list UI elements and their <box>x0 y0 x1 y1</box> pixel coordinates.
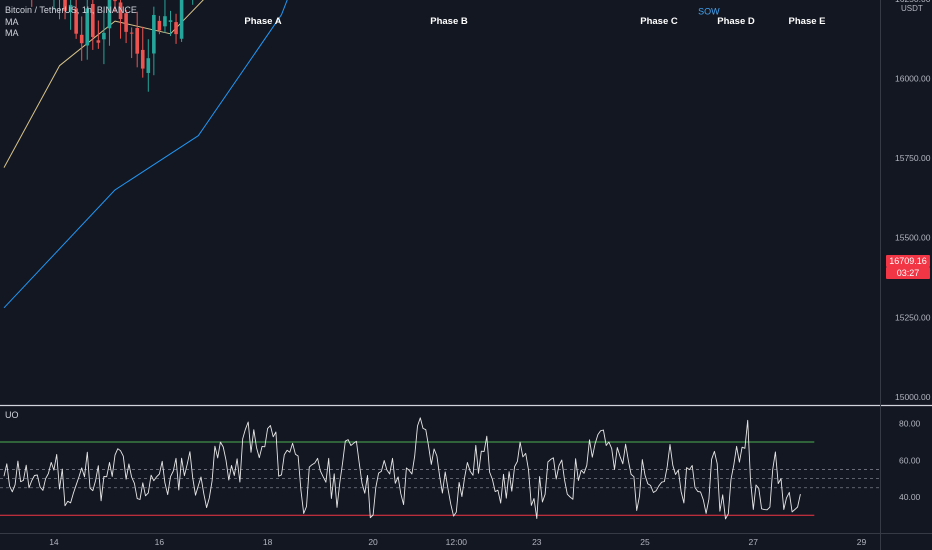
candle-body <box>157 20 162 31</box>
time-tick-label: 27 <box>749 537 759 547</box>
price-tick-label: 16000.00 <box>895 73 931 83</box>
candle-body <box>135 28 139 54</box>
phase-label: Phase A <box>244 16 281 27</box>
time-tick-label: 12:00 <box>446 537 468 547</box>
candle-body <box>96 40 101 43</box>
candle-body <box>91 4 95 37</box>
candle-body <box>146 58 151 73</box>
candle-body <box>140 49 145 69</box>
phase-label: Phase D <box>717 16 755 27</box>
phase-label: Phase C <box>640 16 678 27</box>
uo-tick-label: 40.00 <box>899 492 921 502</box>
candle-body <box>124 13 128 32</box>
time-tick-label: 14 <box>49 537 59 547</box>
candle-body <box>152 14 156 54</box>
phase-label: Phase B <box>430 16 468 27</box>
ma-slow-line <box>3 0 288 309</box>
ma-fast-legend: MA <box>5 17 19 27</box>
uo-line <box>3 417 801 520</box>
candle-body <box>113 0 117 2</box>
candle-body <box>174 22 178 35</box>
candle-body <box>129 32 134 34</box>
price-tick-label: 15750.00 <box>895 153 931 163</box>
candle-body <box>63 0 67 11</box>
symbol-title: Bitcoin / TetherUS, 1h, BINANCE <box>5 5 137 15</box>
time-tick-label: 29 <box>857 537 867 547</box>
price-tick-label: 15500.00 <box>895 233 931 243</box>
candle-body <box>168 20 173 22</box>
phase-label: Phase E <box>789 16 826 27</box>
candle-body <box>118 2 123 20</box>
time-tick-label: 20 <box>368 537 378 547</box>
candle-body <box>179 0 184 39</box>
price-tick-label: 15250.00 <box>895 312 931 322</box>
ma-fast-line <box>3 0 204 168</box>
ma-slow-legend: MA <box>5 28 19 38</box>
candle-body <box>102 32 106 40</box>
candle-body <box>74 8 78 34</box>
price-tick-label: 15000.00 <box>895 392 931 402</box>
time-tick-label: 23 <box>532 537 542 547</box>
time-tick-label: 16 <box>155 537 165 547</box>
time-tick-label: 18 <box>263 537 273 547</box>
uo-tick-label: 80.00 <box>899 419 921 429</box>
candle-body <box>79 34 84 44</box>
uo-indicator-label: UO <box>5 410 19 420</box>
bar-countdown: 03:27 <box>886 267 930 279</box>
candle-body <box>68 4 73 13</box>
time-tick-label: 25 <box>640 537 650 547</box>
candle-body <box>107 0 112 29</box>
uo-tick-label: 60.00 <box>899 455 921 465</box>
price-tick-label: 16250.00 <box>895 0 931 4</box>
current-price-tag: 16709.16 <box>886 255 930 267</box>
currency-label: USDT <box>901 4 923 13</box>
wyckoff-label: SOW <box>698 7 720 17</box>
candle-body <box>85 8 90 46</box>
candle-body <box>163 16 167 27</box>
